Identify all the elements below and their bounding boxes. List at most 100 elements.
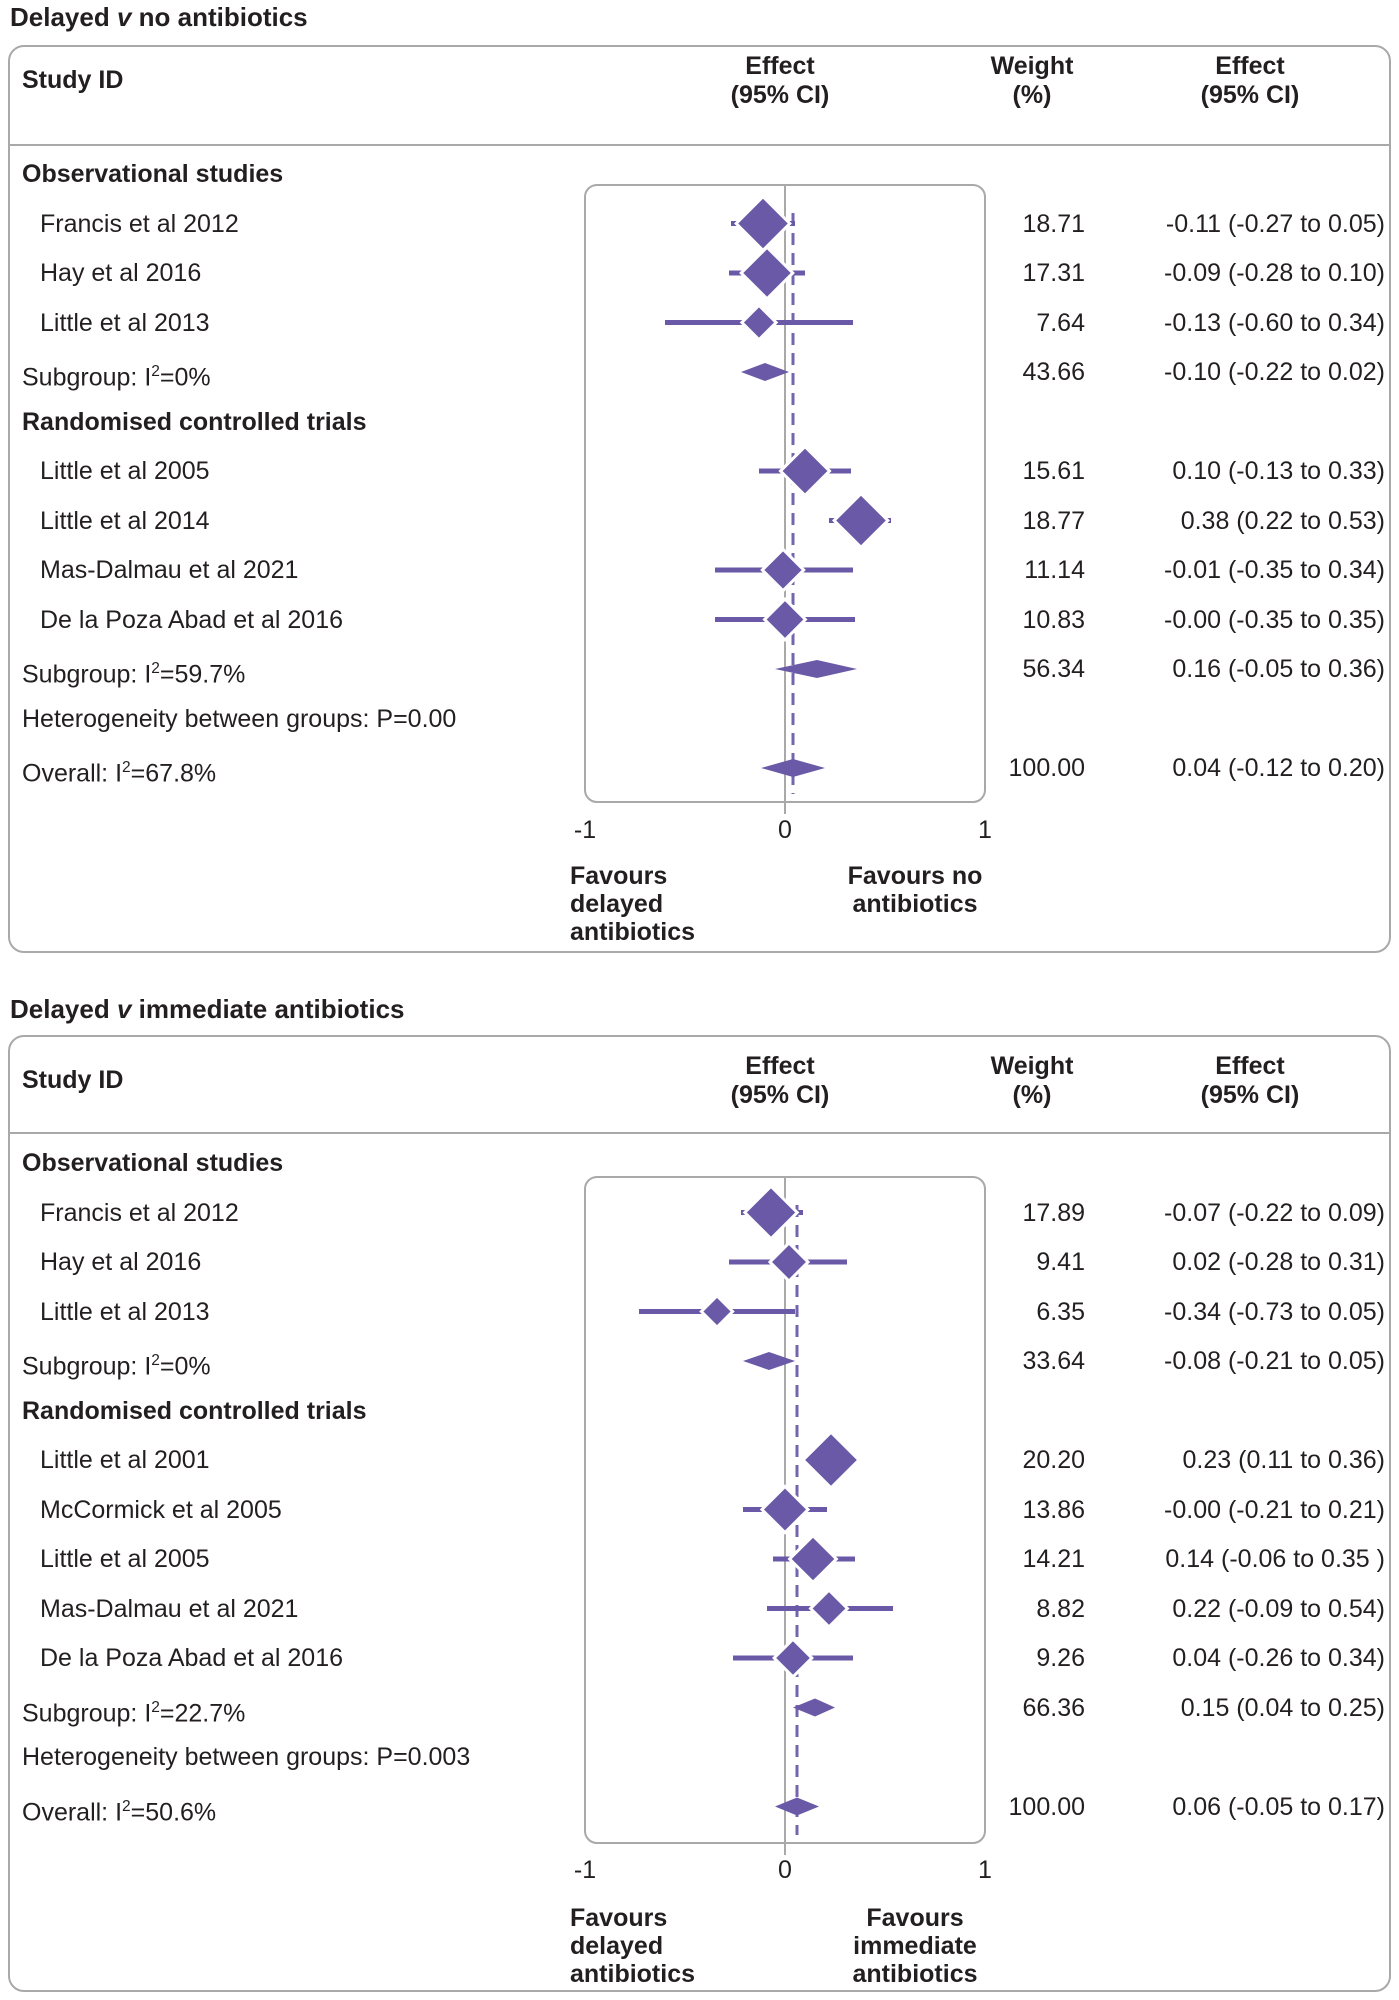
favours-right-label-line: Favours no — [847, 862, 983, 890]
figure-outer-box — [8, 1035, 1391, 1992]
effect-value: -0.07 (-0.22 to 0.09) — [1164, 1198, 1385, 1227]
effect-ci-text-column-header-line: (95% CI) — [1200, 1081, 1300, 1109]
weight-value: 7.64 — [1036, 308, 1085, 337]
axis-tick-label: 0 — [778, 1856, 792, 1884]
label-text: 2 — [122, 1797, 131, 1815]
weight-column-header-line: Weight — [990, 1052, 1074, 1080]
favours-right-label-line: Favours — [866, 1904, 964, 1932]
study-label: Little et al 2013 — [40, 1297, 210, 1326]
panel-title: Delayed v no antibiotics — [10, 2, 308, 33]
weight-value: 66.36 — [1022, 1693, 1085, 1722]
effect-value: -0.13 (-0.60 to 0.34) — [1164, 308, 1385, 337]
label-text: 2 — [151, 660, 160, 677]
section-label: Randomised controlled trials — [22, 1396, 367, 1425]
section-label: Observational studies — [22, 160, 284, 188]
favours-left-label-line: delayed — [570, 890, 664, 918]
weight-value: 56.34 — [1022, 655, 1085, 683]
label-text: Subgroup: I — [22, 660, 152, 689]
study-label: Hay et al 2016 — [40, 259, 202, 287]
study-label: Little et al 2005 — [40, 457, 210, 485]
weight-value: 6.35 — [1036, 1297, 1085, 1326]
label-text: 2 — [151, 1698, 160, 1716]
heterogeneity-label: Heterogeneity between groups: P=0.00 — [22, 704, 457, 733]
study-label: Little et al 2013 — [40, 308, 210, 337]
effect-ci-column-header-line: (95% CI) — [730, 1081, 830, 1109]
effect-ci-column-header: Effect (95% CI) — [630, 52, 930, 110]
favours-right-label-line: immediate — [853, 1932, 977, 1960]
study-label: Little et al 2005 — [40, 1545, 210, 1573]
study-label: Mas-Dalmau et al 2021 — [40, 556, 299, 584]
effect-value: 0.38 (0.22 to 0.53) — [1180, 506, 1385, 535]
study-label: Francis et al 2012 — [40, 1198, 239, 1227]
weight-value: 20.20 — [1022, 1446, 1085, 1474]
label-text: 2 — [151, 1352, 160, 1369]
weight-value: 18.71 — [1022, 209, 1085, 238]
effect-ci-text-column-header: Effect (95% CI) — [1100, 52, 1399, 110]
effect-value: 0.04 (-0.12 to 0.20) — [1172, 754, 1385, 782]
label-text: Subgroup: I — [22, 1698, 152, 1727]
favours-left-label-line: antibiotics — [570, 918, 696, 946]
section-label: Observational studies — [22, 1149, 284, 1177]
header-separator — [8, 144, 1391, 146]
weight-value: 9.26 — [1036, 1644, 1085, 1672]
weight-value: 14.21 — [1022, 1545, 1085, 1573]
favours-left-label-line: delayed — [570, 1932, 664, 1960]
label-text: =67.8% — [130, 759, 217, 788]
weight-value: 100.00 — [1008, 1792, 1085, 1821]
summary-label: Overall: I2=50.6% — [22, 1793, 216, 1826]
label-text: 2 — [151, 363, 160, 380]
label-text: =0% — [159, 363, 211, 392]
effect-value: 0.23 (0.11 to 0.36) — [1182, 1446, 1385, 1474]
favours-right-label-line: antibiotics — [852, 890, 978, 918]
study-id-header: Study ID — [22, 66, 124, 94]
summary-label: Overall: I2=67.8% — [22, 754, 216, 787]
weight-value: 18.77 — [1022, 506, 1085, 535]
axis-tick-label: 0 — [778, 816, 792, 844]
weight-column-header-line: (%) — [1012, 1081, 1052, 1109]
effect-ci-text-column-header-line: Effect — [1215, 1052, 1285, 1080]
effect-ci-column-header-line: (95% CI) — [730, 81, 830, 109]
panel-title-text: no antibiotics — [131, 2, 308, 32]
weight-value: 33.64 — [1022, 1347, 1085, 1375]
header-separator — [8, 1132, 1391, 1134]
study-label: Francis et al 2012 — [40, 209, 239, 238]
weight-column-header: Weight (%) — [882, 1052, 1182, 1110]
weight-value: 17.89 — [1022, 1198, 1085, 1227]
study-id-header: Study ID — [22, 1066, 124, 1094]
effect-ci-text-column-header: Effect (95% CI) — [1100, 1052, 1399, 1110]
effect-ci-column-header-line: Effect — [745, 1052, 815, 1080]
effect-value: -0.00 (-0.35 to 0.35) — [1164, 605, 1385, 634]
effect-value: 0.10 (-0.13 to 0.33) — [1172, 457, 1385, 485]
weight-value: 17.31 — [1022, 259, 1085, 287]
label-text: =50.6% — [130, 1797, 217, 1826]
heterogeneity-label: Heterogeneity between groups: P=0.003 — [22, 1743, 471, 1771]
favours-left-label-line: antibiotics — [570, 1960, 696, 1988]
section-label: Randomised controlled trials — [22, 407, 367, 436]
favours-left-label-line: Favours — [570, 1904, 668, 1932]
weight-value: 100.00 — [1008, 754, 1085, 782]
effect-value: 0.02 (-0.28 to 0.31) — [1172, 1248, 1385, 1276]
figure-outer-box — [8, 45, 1391, 953]
effect-ci-column-header: Effect (95% CI) — [630, 1052, 930, 1110]
effect-value: -0.09 (-0.28 to 0.10) — [1164, 259, 1385, 287]
label-text: =22.7% — [159, 1698, 246, 1727]
weight-value: 9.41 — [1036, 1248, 1085, 1276]
panel-title-text: immediate antibiotics — [131, 994, 405, 1024]
label-text: =0% — [159, 1352, 211, 1381]
summary-label: Subgroup: I2=59.7% — [22, 655, 245, 688]
effect-value: -0.01 (-0.35 to 0.34) — [1164, 556, 1385, 584]
axis-tick-label: 1 — [978, 816, 992, 844]
effect-value: 0.15 (0.04 to 0.25) — [1180, 1693, 1385, 1722]
label-text: Overall: I — [22, 1797, 123, 1826]
study-label: Mas-Dalmau et al 2021 — [40, 1594, 299, 1623]
effect-value: -0.34 (-0.73 to 0.05) — [1164, 1297, 1385, 1326]
label-text: Subgroup: I — [22, 363, 152, 392]
label-text: Overall: I — [22, 759, 123, 788]
effect-ci-column-header-line: Effect — [745, 52, 815, 80]
label-text: =59.7% — [159, 660, 246, 689]
effect-ci-text-column-header-line: Effect — [1215, 52, 1285, 80]
weight-value: 43.66 — [1022, 358, 1085, 386]
study-label: Little et al 2014 — [40, 506, 210, 535]
panel-title-text: Delayed — [10, 2, 117, 32]
